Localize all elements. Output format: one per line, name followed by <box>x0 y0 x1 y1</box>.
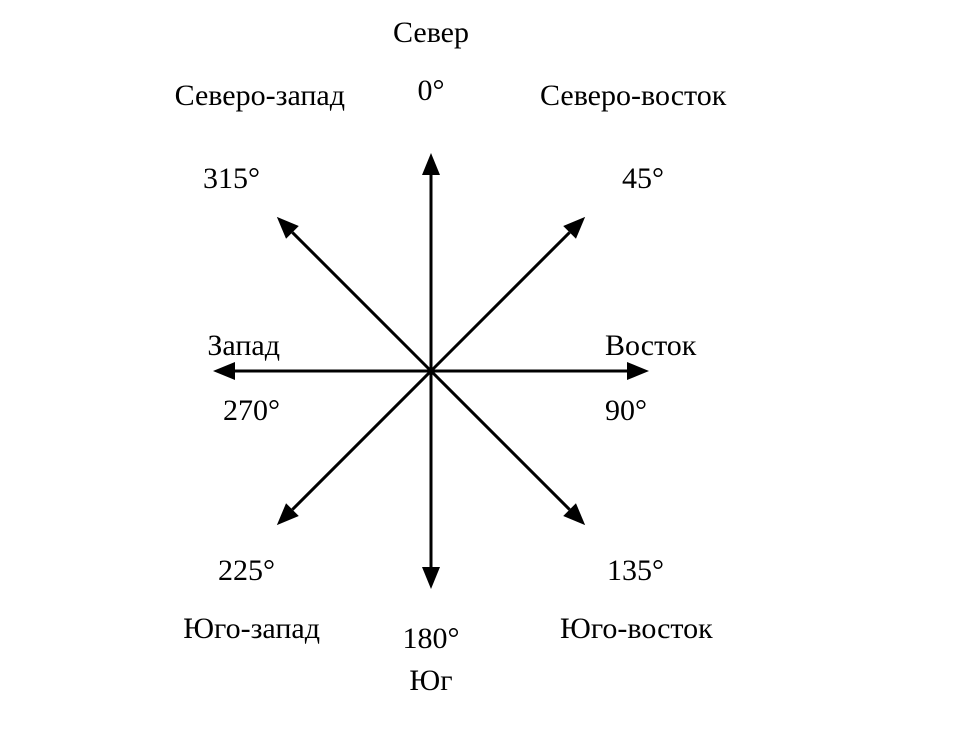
direction-label-n: Север <box>393 16 469 49</box>
direction-label-s: Юг <box>409 664 452 697</box>
direction-label-nw: Северо-запад <box>175 79 345 112</box>
degree-label-nw: 315° <box>203 162 260 195</box>
degree-label-w: 270° <box>223 394 280 427</box>
degree-label-n: 0° <box>418 74 445 107</box>
direction-label-e: Восток <box>605 329 697 362</box>
degree-label-ne: 45° <box>622 162 664 195</box>
direction-label-w: Запад <box>207 329 280 362</box>
direction-label-sw: Юго-запад <box>183 612 320 645</box>
direction-label-se: Юго-восток <box>560 612 713 645</box>
direction-label-ne: Северо-восток <box>540 79 727 112</box>
degree-label-e: 90° <box>605 394 647 427</box>
compass-diagram: Север 0° Северо-восток 45° Восток 90° Юго-вост… <box>0 0 962 734</box>
degree-label-s: 180° <box>403 622 460 655</box>
degree-label-se: 135° <box>607 554 664 587</box>
degree-label-sw: 225° <box>218 554 275 587</box>
